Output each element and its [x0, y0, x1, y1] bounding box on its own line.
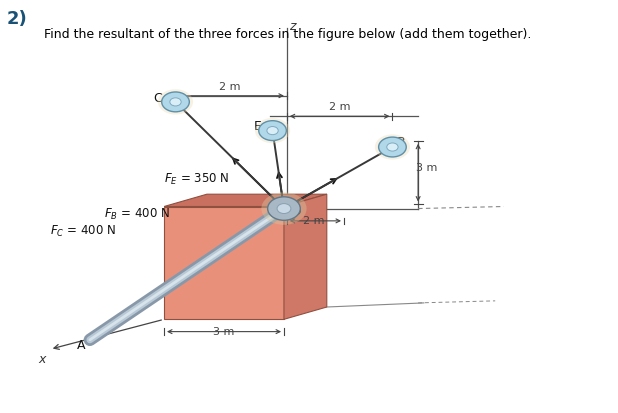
- Text: 2 m: 2 m: [219, 82, 240, 92]
- Text: B: B: [397, 136, 405, 149]
- Circle shape: [158, 89, 193, 114]
- Circle shape: [162, 92, 189, 112]
- Text: $F_B$ = 400 N: $F_B$ = 400 N: [104, 207, 170, 222]
- Text: $F_E$ = 350 N: $F_E$ = 350 N: [164, 172, 230, 188]
- Text: x: x: [39, 353, 46, 366]
- Polygon shape: [164, 194, 327, 206]
- Polygon shape: [284, 194, 327, 319]
- Text: 3 m: 3 m: [213, 327, 235, 337]
- Circle shape: [375, 134, 410, 160]
- Circle shape: [379, 137, 406, 157]
- Circle shape: [277, 204, 291, 214]
- Text: 2 m: 2 m: [329, 102, 350, 112]
- Text: D: D: [292, 205, 301, 218]
- Text: Find the resultant of the three forces in the figure below (add them together).: Find the resultant of the three forces i…: [44, 28, 531, 41]
- Circle shape: [259, 121, 286, 140]
- Circle shape: [170, 98, 181, 106]
- Text: C: C: [154, 92, 163, 105]
- Text: 2 m: 2 m: [303, 216, 325, 226]
- Text: E: E: [253, 120, 261, 133]
- Text: A: A: [77, 339, 86, 351]
- Circle shape: [261, 192, 307, 225]
- Polygon shape: [164, 206, 284, 319]
- Text: 3 m: 3 m: [416, 163, 438, 173]
- Circle shape: [255, 118, 290, 143]
- Text: 2): 2): [7, 9, 28, 28]
- Text: z: z: [289, 19, 295, 33]
- Circle shape: [267, 126, 278, 135]
- Text: $F_C$ = 400 N: $F_C$ = 400 N: [49, 223, 116, 239]
- Circle shape: [387, 143, 398, 151]
- Circle shape: [268, 197, 300, 220]
